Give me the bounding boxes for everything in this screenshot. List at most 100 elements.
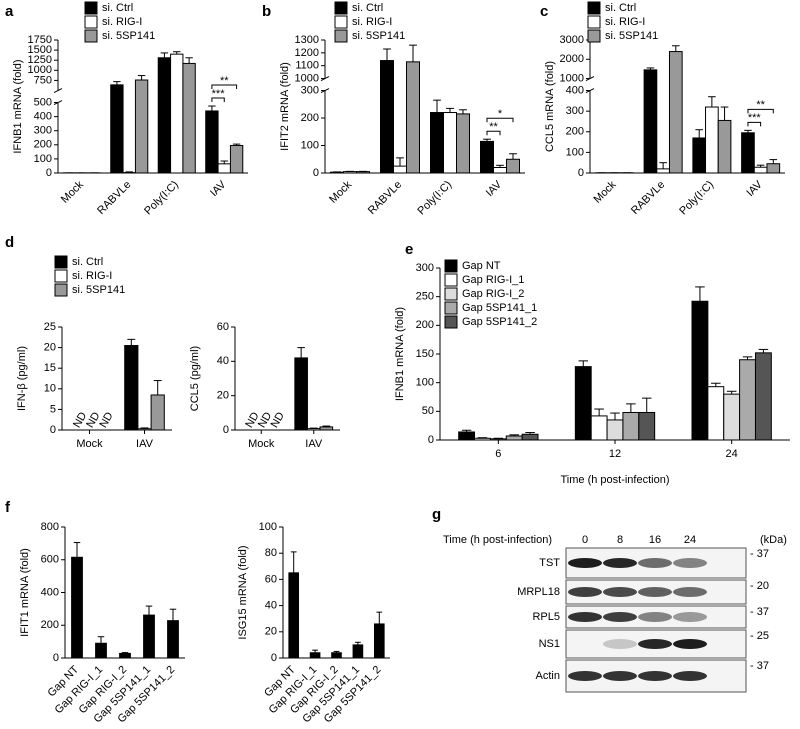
bar bbox=[741, 132, 755, 174]
row-label: RPL5 bbox=[532, 611, 560, 623]
error-bar bbox=[720, 106, 729, 121]
x-tick-label: Poly(I:C) bbox=[142, 179, 181, 218]
y-tick-label: 20 bbox=[44, 342, 56, 354]
legend-label: si. 5SP141 bbox=[72, 284, 125, 296]
bar bbox=[110, 84, 124, 174]
y-tick-label: 200 bbox=[41, 619, 59, 631]
error-bar bbox=[483, 138, 491, 142]
error-bar bbox=[409, 44, 417, 62]
y-tick-label: 1250 bbox=[28, 54, 52, 66]
error-bar bbox=[73, 542, 81, 558]
y-tick-label: 100 bbox=[259, 521, 277, 533]
error-bar bbox=[355, 641, 361, 645]
y-tick-label: 300 bbox=[416, 262, 434, 274]
y-axis-title: CCL5 mRNA (fold) bbox=[544, 61, 556, 152]
bar bbox=[643, 69, 658, 174]
x-tick-label: IAV bbox=[136, 438, 154, 450]
error-bar bbox=[477, 437, 488, 439]
blot-band bbox=[568, 558, 602, 568]
row-label: MRPL18 bbox=[517, 586, 560, 598]
error-bar bbox=[726, 390, 737, 395]
error-bar bbox=[173, 51, 181, 55]
y-tick-label: 80 bbox=[265, 547, 277, 559]
error-bar bbox=[695, 286, 705, 302]
blot-time-label: Time (h post-infection) bbox=[443, 534, 552, 546]
legend-swatch bbox=[334, 29, 348, 43]
legend-label: Gap RIG-I_2 bbox=[462, 288, 524, 300]
y-axis-title: IFNB1 mRNA (fold) bbox=[12, 59, 24, 153]
panel-letter: a bbox=[5, 3, 14, 20]
bar bbox=[143, 614, 155, 659]
error-bar bbox=[646, 67, 655, 70]
x-tick-label: IAV bbox=[744, 178, 765, 199]
significance-bracket bbox=[211, 97, 225, 103]
legend-swatch bbox=[444, 259, 458, 273]
error-bar bbox=[695, 129, 704, 138]
blot-band bbox=[673, 671, 707, 681]
legend-label: si. Ctrl bbox=[352, 2, 383, 14]
bar bbox=[182, 62, 196, 174]
blot-band bbox=[603, 587, 637, 597]
blot-band bbox=[638, 639, 672, 649]
y-tick-label: 750 bbox=[34, 74, 52, 86]
y-tick-label: 200 bbox=[416, 319, 434, 331]
row-label: Actin bbox=[536, 670, 560, 682]
significance-label: *** bbox=[748, 112, 762, 124]
panel-letter: e bbox=[405, 241, 413, 258]
error-bar bbox=[290, 551, 297, 573]
y-tick-label: 0 bbox=[223, 424, 229, 436]
error-bar bbox=[232, 143, 241, 146]
significance-label: ** bbox=[756, 99, 765, 111]
significance-bracket bbox=[747, 121, 762, 127]
panel-letter: c bbox=[540, 3, 548, 20]
error-bar bbox=[169, 608, 177, 621]
legend-swatch bbox=[444, 315, 458, 329]
panel-letter: f bbox=[5, 499, 11, 516]
bar bbox=[288, 572, 300, 659]
error-bar bbox=[113, 81, 121, 85]
bar bbox=[723, 393, 741, 441]
y-tick-label: 1500 bbox=[28, 44, 52, 56]
error-bar bbox=[493, 437, 504, 439]
error-bar bbox=[626, 403, 636, 413]
error-bar bbox=[220, 160, 228, 164]
y-tick-label: 100 bbox=[416, 377, 434, 389]
size-marker: - 25 bbox=[750, 630, 769, 642]
error-bar bbox=[594, 408, 604, 416]
error-bar bbox=[758, 348, 769, 353]
y-tick-label: 1200 bbox=[295, 47, 319, 59]
y-tick-label: 400 bbox=[566, 84, 584, 96]
error-bar bbox=[153, 380, 162, 395]
legend-swatch bbox=[334, 1, 348, 15]
bar bbox=[294, 357, 308, 431]
legend-label: Gap 5SP141_2 bbox=[462, 316, 537, 328]
bar bbox=[705, 106, 719, 174]
blot-band bbox=[673, 639, 707, 649]
error-bar bbox=[461, 429, 472, 432]
bar bbox=[692, 137, 707, 174]
legend-label: Gap RIG-I_1 bbox=[462, 274, 524, 286]
legend-swatch bbox=[84, 1, 98, 15]
error-bar bbox=[459, 109, 467, 114]
bar bbox=[137, 428, 152, 431]
error-bar bbox=[744, 129, 752, 133]
y-tick-label: 200 bbox=[34, 139, 52, 151]
blot-unit: (kDa) bbox=[760, 534, 787, 546]
value-label: ND bbox=[269, 410, 287, 430]
bar bbox=[134, 79, 149, 174]
blot-band bbox=[673, 558, 707, 568]
x-tick-label: Poly(I:C) bbox=[415, 179, 454, 218]
y-tick-label: 20 bbox=[265, 626, 277, 638]
bar bbox=[119, 652, 131, 659]
y-tick-label: 2000 bbox=[560, 53, 584, 65]
legend-label: si. Ctrl bbox=[102, 2, 133, 14]
x-tick-label: Mock bbox=[327, 178, 354, 205]
bar bbox=[167, 620, 179, 659]
blot-band bbox=[568, 587, 602, 597]
legend-label: si. Ctrl bbox=[605, 2, 636, 14]
y-tick-label: 40 bbox=[217, 355, 229, 367]
timepoint: 8 bbox=[617, 534, 623, 546]
significance-label: * bbox=[498, 108, 503, 120]
x-tick-label: Mock bbox=[591, 178, 618, 205]
